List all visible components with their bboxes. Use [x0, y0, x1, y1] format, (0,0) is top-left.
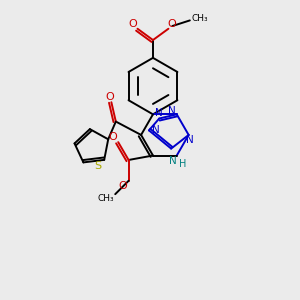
Text: O: O — [106, 92, 114, 102]
Text: N: N — [152, 125, 159, 135]
Text: CH₃: CH₃ — [191, 14, 208, 22]
Text: H: H — [179, 159, 186, 170]
Text: S: S — [95, 161, 102, 171]
Text: N: N — [186, 135, 194, 145]
Text: N: N — [169, 157, 177, 166]
Text: N: N — [167, 106, 175, 116]
Text: CH₃: CH₃ — [97, 194, 114, 203]
Text: O: O — [109, 132, 117, 142]
Text: O: O — [129, 19, 137, 29]
Text: O: O — [118, 181, 127, 191]
Text: O: O — [167, 19, 176, 29]
Text: N: N — [155, 108, 163, 118]
